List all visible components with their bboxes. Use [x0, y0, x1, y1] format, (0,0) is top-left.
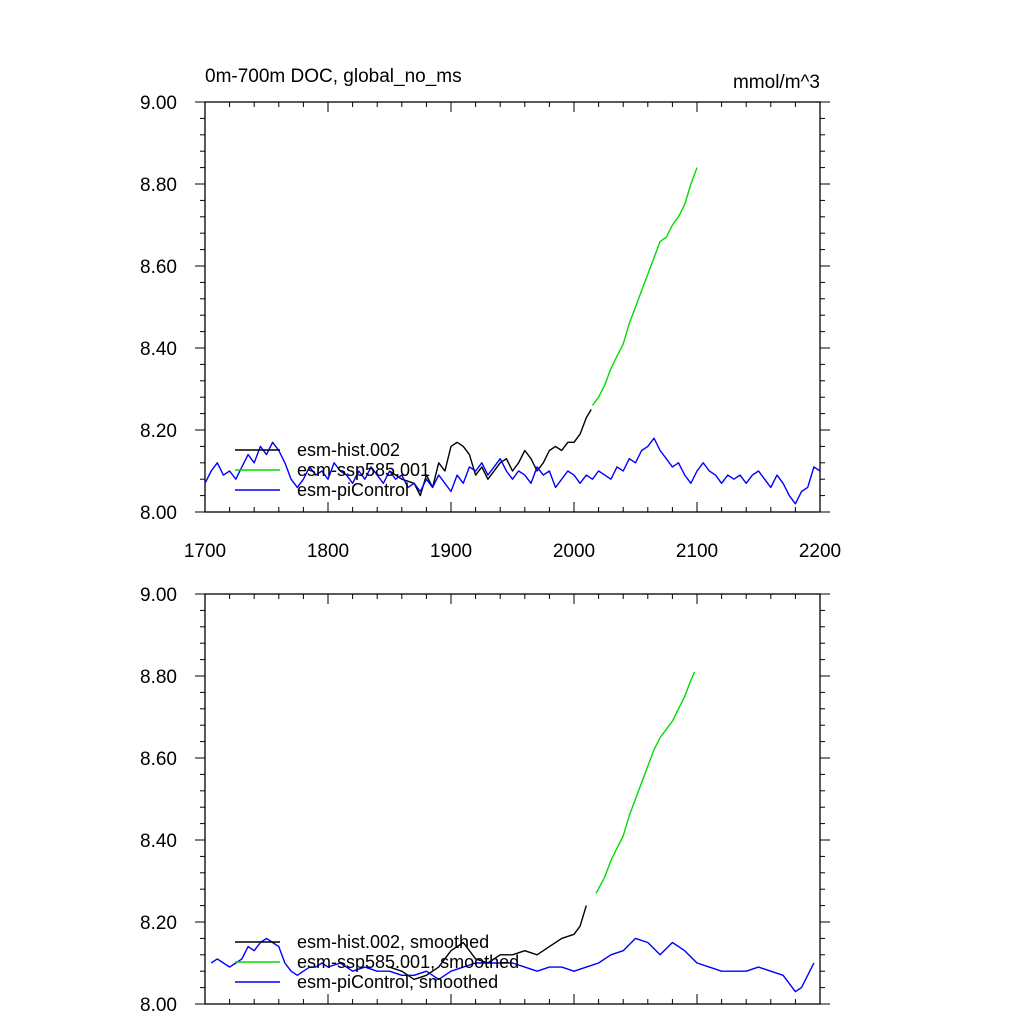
- x-tick-label: 2100: [676, 541, 718, 562]
- y-tick-label: 8.60: [140, 257, 177, 278]
- plot-frame: [204, 101, 821, 513]
- x-tick-label: 1700: [184, 541, 226, 562]
- plot-frame: [204, 593, 821, 1005]
- series-line-esm-ssp585-001-smoothed: [595, 671, 696, 894]
- legend-label: esm-piControl, smoothed: [297, 972, 498, 992]
- legend-label: esm-ssp585.001: [297, 460, 430, 480]
- x-tick-label: 2200: [799, 541, 841, 562]
- legend-label: esm-piControl: [297, 480, 409, 500]
- y-tick-label: 8.00: [140, 995, 177, 1016]
- y-tick-label: 8.40: [140, 339, 177, 360]
- y-tick-label: 9.00: [140, 93, 177, 114]
- y-tick-label: 8.00: [140, 503, 177, 524]
- units-label: mmol/m^3: [733, 72, 820, 93]
- x-tick-label: 2000: [553, 541, 595, 562]
- chart-panel-2: 8.00 8.20 8.40 8.60 8.80 9.00 esm-hist.002, sm…: [140, 585, 830, 1016]
- legend-label: esm-hist.002, smoothed: [297, 932, 489, 952]
- y-tick-label: 8.60: [140, 749, 177, 770]
- series-line-esm-hist-002: [389, 409, 592, 497]
- series-line-esm-hist-002-smoothed: [389, 905, 587, 981]
- y-tick-label: 8.80: [140, 175, 177, 196]
- y-tick-label: 8.40: [140, 831, 177, 852]
- y-tick-label: 8.80: [140, 667, 177, 688]
- series-line-esm-picontrol: [204, 437, 821, 505]
- x-tick-label: 1800: [307, 541, 349, 562]
- y-tick-label: 8.20: [140, 421, 177, 442]
- y-tick-label: 9.00: [140, 585, 177, 606]
- x-tick-label: 1900: [430, 541, 472, 562]
- legend-label: esm-ssp585.001, smoothed: [297, 952, 519, 972]
- series-line-esm-ssp585-001: [591, 167, 698, 406]
- chart-panel-1: 8.00 8.20 8.40 8.60 8.80 9.00 1700 1800 1900 2000…: [140, 66, 841, 562]
- legend-label: esm-hist.002: [297, 440, 400, 460]
- y-tick-label: 8.20: [140, 913, 177, 934]
- chart-title: 0m-700m DOC, global_no_ms: [205, 66, 462, 87]
